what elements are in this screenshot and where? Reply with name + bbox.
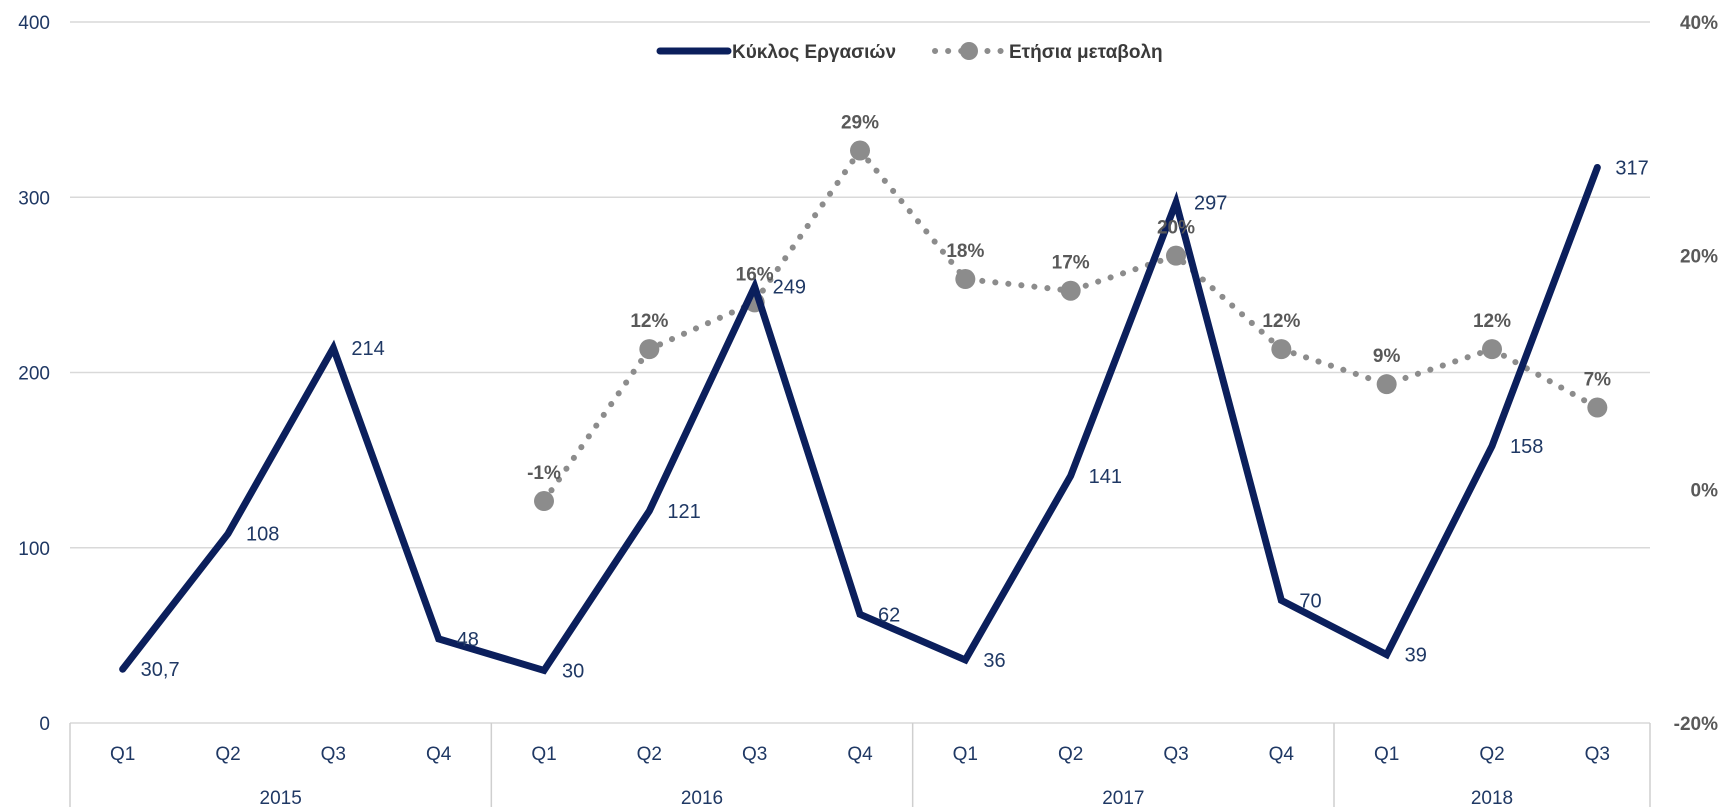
revenue-data-label: 108 [246,524,279,546]
revenue-data-label: 36 [983,650,1005,672]
right-axis: -20% 0% 20% 40% [1674,13,1718,735]
annual-change-marker [1587,397,1608,418]
category-label: Q1 [110,744,135,765]
annual-change-data-label: 12% [630,311,668,332]
annual-change-marker [639,339,660,360]
category-axis: Q1 Q2 Q3 Q4 Q1 Q2 Q3 Q4 Q1 Q2 Q3 Q4 Q1 Q2 Q3 2015 2016 20… [69,723,1651,807]
left-tick-label: 0 [39,714,50,735]
right-tick-label: 20% [1680,247,1718,268]
annual-change-data-label: 9% [1373,346,1401,367]
category-label: Q4 [1269,744,1295,765]
annual-change-marker [1482,339,1502,360]
revenue-data-label: 214 [351,338,384,360]
data-labels: 30,7 108 214 48 30 121 249 62 36 141 297 70 39 158 317… [141,113,1649,683]
annual-change-data-label: -1% [527,463,561,484]
revenue-data-label: 121 [667,501,700,523]
revenue-data-label: 249 [773,277,806,299]
left-tick-label: 400 [18,13,50,34]
revenue-data-label: 30,7 [141,659,180,681]
annual-change-data-label: 20% [1157,218,1195,239]
legend-change-marker [960,42,978,60]
annual-change-marker [850,140,870,161]
annual-change-series [534,140,1608,512]
legend-revenue-label: Κύκλος Εργασιών [732,42,896,63]
annual-change-line [541,145,1601,505]
category-label: Q3 [321,744,346,765]
left-tick-label: 200 [18,364,50,385]
category-label: Q2 [215,744,240,765]
revenue-data-label: 297 [1194,193,1227,215]
revenue-data-label: 30 [562,660,584,682]
category-label: Q4 [847,744,873,765]
annual-change-marker [534,491,554,512]
category-label: Q3 [1585,744,1610,765]
annual-change-marker [1376,374,1397,395]
revenue-data-label: 70 [1299,590,1321,612]
annual-change-marker [1166,245,1186,266]
category-label: Q1 [1374,744,1399,765]
annual-change-data-label: 12% [1262,311,1300,332]
revenue-data-label: 317 [1615,157,1648,179]
revenue-series [119,163,1601,675]
revenue-data-label: 141 [1089,466,1122,488]
annual-change-data-label: 17% [1052,253,1090,274]
revenue-data-label: 158 [1510,436,1543,458]
left-tick-label: 300 [18,188,50,209]
left-tick-label: 100 [18,539,50,560]
category-label: Q4 [426,744,452,765]
legend-change-label: Ετήσια μεταβολη [1009,42,1163,63]
category-label: Q2 [1058,744,1083,765]
annual-change-marker [1060,280,1081,301]
category-label: Q1 [953,744,978,765]
right-tick-label: -20% [1674,714,1718,735]
category-label: Q1 [531,744,556,765]
annual-change-data-label: 29% [841,113,879,134]
revenue-data-label: 62 [878,604,900,626]
gridlines [70,21,1650,724]
annual-change-data-label: 12% [1473,311,1511,332]
category-label: Q2 [637,744,662,765]
revenue-line [119,163,1601,675]
legend: Κύκλος Εργασιών Ετήσια μεταβολη [656,42,1163,63]
revenue-data-label: 48 [457,629,479,651]
year-label: 2017 [1102,788,1144,807]
year-label: 2018 [1471,788,1513,807]
annual-change-data-label: 7% [1584,370,1612,391]
annual-change-marker [955,269,976,290]
category-label: Q3 [742,744,767,765]
year-label: 2015 [260,788,302,807]
category-label: Q2 [1479,744,1504,765]
left-axis: 0 100 200 300 400 [18,13,50,735]
category-label: Q3 [1163,744,1188,765]
annual-change-data-label: 16% [736,264,774,285]
right-tick-label: 40% [1680,13,1718,34]
revenue-data-label: 39 [1405,645,1427,667]
annual-change-data-label: 18% [946,241,984,262]
year-label: 2016 [681,788,723,807]
annual-change-marker [1271,339,1292,360]
right-tick-label: 0% [1691,480,1719,501]
